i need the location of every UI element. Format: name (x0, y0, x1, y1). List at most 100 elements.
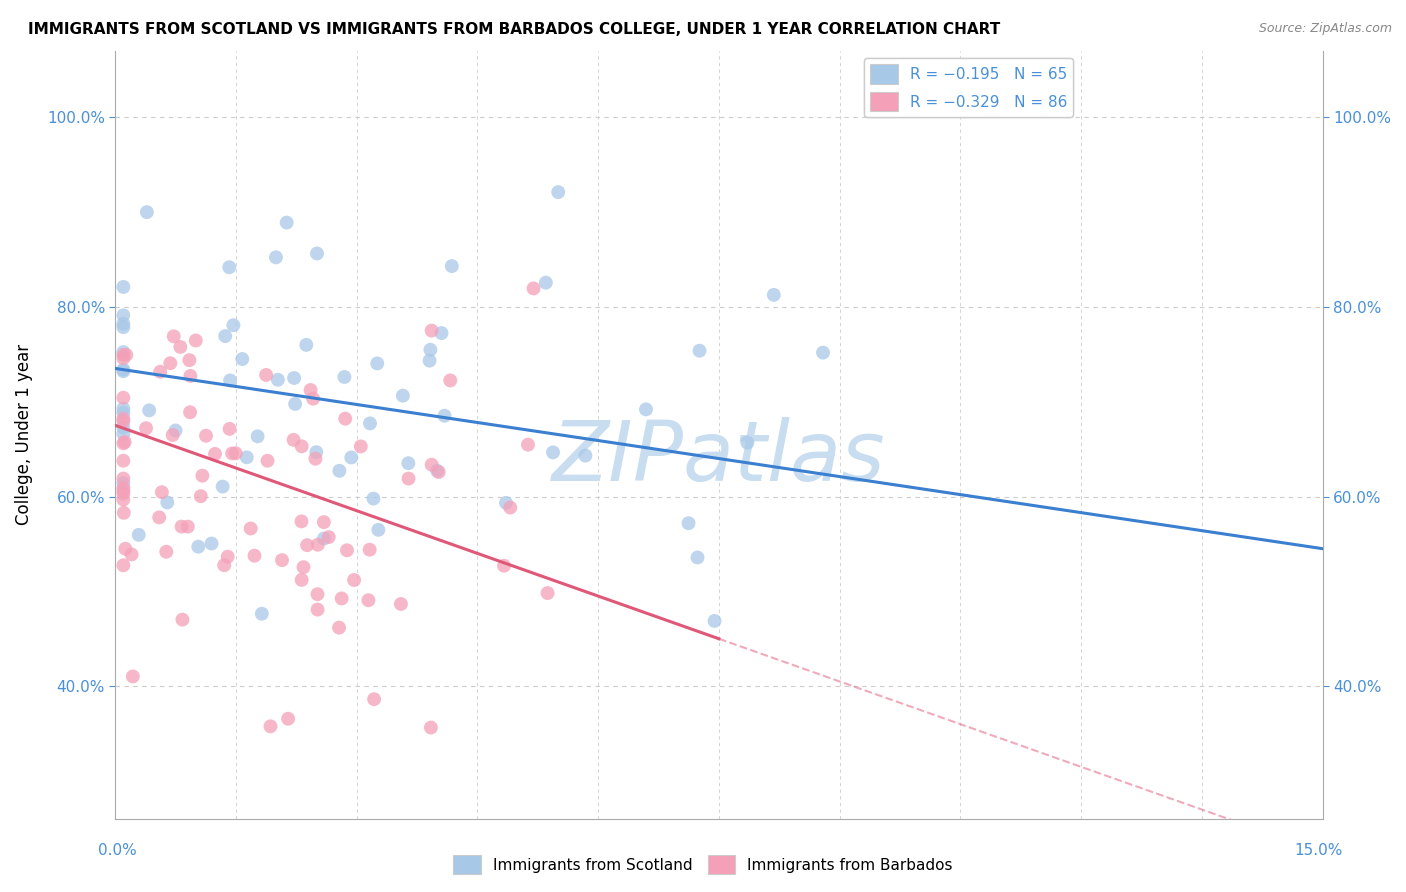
Point (363, 491, 385, 506)
Point (217, 549, 239, 564)
Point (148, 510, 170, 524)
Point (211, 479, 233, 493)
Point (330, 591, 353, 606)
Point (547, 185, 569, 199)
Point (703, 614, 725, 628)
Point (169, 340, 191, 354)
Point (283, 371, 305, 385)
Point (121, 548, 143, 562)
Point (204, 447, 226, 461)
Point (112, 492, 135, 507)
Point (114, 435, 136, 450)
Point (517, 437, 540, 451)
Point (138, 403, 160, 417)
Point (112, 558, 135, 573)
Point (256, 454, 278, 468)
Point (112, 414, 135, 428)
Point (155, 545, 177, 559)
Point (112, 406, 135, 420)
Point (200, 536, 222, 550)
Point (112, 320, 135, 334)
Point (190, 489, 212, 503)
Point (398, 471, 420, 485)
Point (689, 343, 711, 358)
Legend: Immigrants from Scotland, Immigrants from Barbados: Immigrants from Scotland, Immigrants fro… (447, 849, 959, 880)
Point (433, 409, 456, 423)
Point (218, 260, 240, 275)
Point (292, 560, 315, 574)
Point (221, 446, 243, 460)
Point (112, 472, 135, 486)
Point (492, 558, 515, 573)
Text: Source: ZipAtlas.com: Source: ZipAtlas.com (1258, 22, 1392, 36)
Point (184, 334, 207, 348)
Point (222, 318, 245, 333)
Point (112, 401, 135, 416)
Legend: R = −0.195   N = 65, R = −0.329   N = 86: R = −0.195 N = 65, R = −0.329 N = 86 (865, 58, 1074, 118)
Point (522, 281, 544, 295)
Point (112, 351, 135, 366)
Point (359, 542, 381, 557)
Point (159, 356, 181, 370)
Point (304, 451, 326, 466)
Point (419, 353, 441, 368)
Text: 0.0%: 0.0% (98, 843, 138, 858)
Point (112, 486, 135, 500)
Point (392, 389, 415, 403)
Point (271, 553, 294, 567)
Point (191, 468, 214, 483)
Point (179, 353, 201, 368)
Point (112, 411, 135, 425)
Point (135, 421, 157, 435)
Point (150, 485, 173, 500)
Point (284, 397, 307, 411)
Point (307, 602, 329, 616)
Point (112, 483, 135, 498)
Point (350, 439, 373, 453)
Point (534, 276, 557, 290)
Point (264, 251, 287, 265)
Point (135, 205, 157, 219)
Text: IMMIGRANTS FROM SCOTLAND VS IMMIGRANTS FROM BARBADOS COLLEGE, UNDER 1 YEAR CORRE: IMMIGRANTS FROM SCOTLAND VS IMMIGRANTS F… (28, 22, 1001, 37)
Point (250, 607, 273, 621)
Point (156, 495, 179, 509)
Point (536, 586, 558, 600)
Point (439, 373, 461, 387)
Point (495, 496, 517, 510)
Point (366, 356, 388, 370)
Point (499, 500, 522, 515)
Point (112, 506, 135, 520)
Point (267, 373, 290, 387)
Point (112, 420, 135, 434)
Point (162, 428, 184, 442)
Point (163, 329, 186, 343)
Point (212, 558, 235, 573)
Point (574, 449, 596, 463)
Point (112, 364, 135, 378)
Point (259, 719, 281, 733)
Point (187, 540, 209, 554)
Point (112, 391, 135, 405)
Point (277, 712, 299, 726)
Point (541, 445, 564, 459)
Point (312, 532, 335, 546)
Point (328, 621, 350, 635)
Point (389, 597, 412, 611)
Point (112, 426, 135, 441)
Point (420, 458, 443, 472)
Point (678, 516, 700, 531)
Text: 15.0%: 15.0% (1295, 843, 1343, 858)
Point (396, 456, 419, 470)
Point (291, 439, 314, 453)
Point (165, 424, 187, 438)
Point (231, 351, 253, 366)
Point (219, 374, 242, 388)
Point (218, 422, 240, 436)
Point (121, 669, 143, 683)
Point (419, 721, 441, 735)
Point (811, 345, 834, 359)
Point (114, 541, 136, 556)
Point (336, 543, 359, 558)
Point (112, 476, 135, 491)
Point (115, 348, 138, 362)
